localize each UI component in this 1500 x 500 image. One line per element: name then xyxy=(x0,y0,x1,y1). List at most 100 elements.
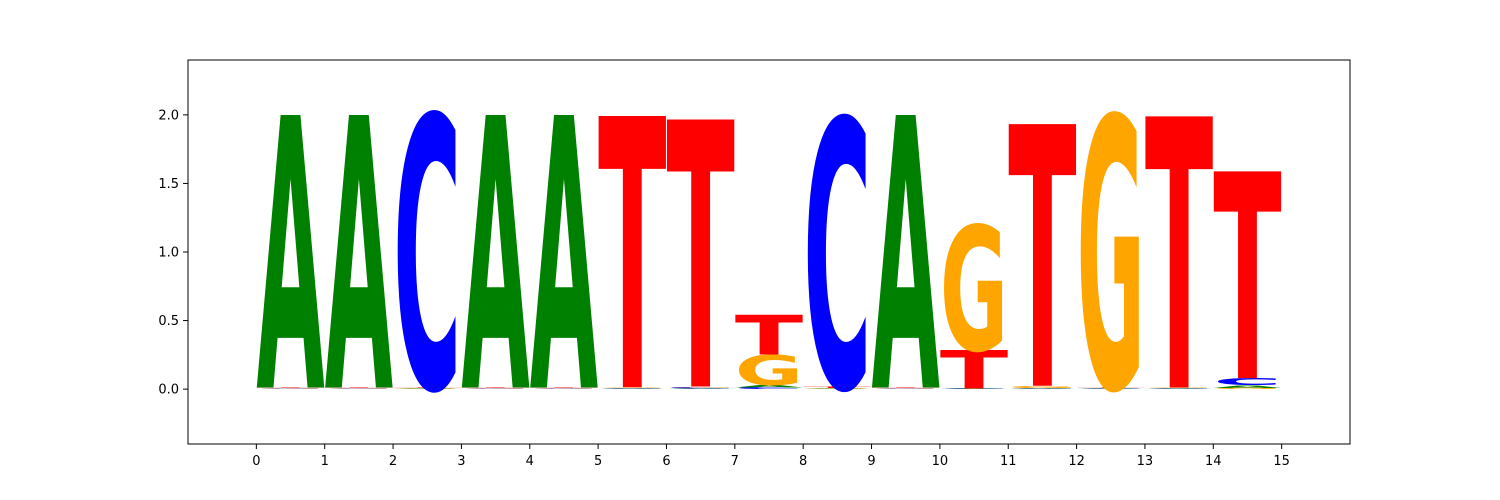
y-tick-label: 1.5 xyxy=(158,177,179,192)
x-tick-label: 13 xyxy=(1137,454,1154,469)
logo-letter-g: G xyxy=(598,387,666,388)
x-tick-label: 6 xyxy=(662,454,670,469)
logo-letter-a: A xyxy=(940,389,1009,390)
logo-letter-t: T xyxy=(325,387,393,388)
logo-letter-t: T xyxy=(393,387,461,388)
logo-letter-a: A xyxy=(256,42,325,477)
logo-letter-c: C xyxy=(325,388,393,389)
logo-letter-c: C xyxy=(666,387,734,389)
logo-letter-c: C xyxy=(1008,388,1076,389)
logo-letter-g: G xyxy=(872,388,940,389)
x-tick-label: 14 xyxy=(1205,454,1222,469)
logo-letter-c: C xyxy=(803,47,871,475)
logo-letter-g: G xyxy=(940,191,1008,391)
axes: 0 1 2 3 4 5 6 7 8 9 10 11 12 13 14 150.00.51.01.52.0 xyxy=(158,59,1351,469)
logo-letter-g: G xyxy=(530,388,598,389)
logo-letter-g: G xyxy=(803,388,871,389)
logo-letter-t: T xyxy=(1077,387,1145,388)
logo-letter-g: G xyxy=(1008,385,1076,388)
logo-letter-c: C xyxy=(1145,388,1213,389)
logo-letter-c: C xyxy=(256,388,324,389)
x-tick-label: 8 xyxy=(799,454,807,469)
logo-letter-g: G xyxy=(1145,387,1213,388)
y-tick-label: 1.0 xyxy=(158,246,179,261)
logo-letter-t: T xyxy=(872,387,940,388)
x-tick-label: 15 xyxy=(1273,454,1290,469)
logo-letter-t: T xyxy=(940,340,1009,401)
y-tick-label: 2.0 xyxy=(158,108,179,123)
logo-letter-g: G xyxy=(1077,42,1145,475)
x-tick-label: 9 xyxy=(867,454,875,469)
logo-letter-t: T xyxy=(1145,43,1214,476)
logo-letter-g: G xyxy=(666,386,734,387)
logo-letter-g: G xyxy=(735,347,803,395)
x-tick-label: 12 xyxy=(1068,454,1085,469)
logo-letter-a: A xyxy=(393,388,462,389)
logo-letter-t: T xyxy=(1008,53,1077,471)
x-tick-label: 7 xyxy=(731,454,739,469)
logo-letter-c: C xyxy=(940,388,1008,389)
logo-letter-a: A xyxy=(325,42,394,477)
logo-letter-c: C xyxy=(530,388,598,389)
logo-letter-g: G xyxy=(393,388,461,389)
logo-letter-c: C xyxy=(872,388,940,389)
logo-letter-t: T xyxy=(1213,117,1281,446)
logo-letter-t: T xyxy=(256,387,324,388)
logo-letter-a: A xyxy=(872,42,941,477)
logo-letter-g: G xyxy=(325,388,393,389)
x-tick-label: 3 xyxy=(457,454,465,469)
x-tick-label: 11 xyxy=(1000,454,1017,469)
logo-letter-a: A xyxy=(1145,388,1214,389)
logo-letter-g: G xyxy=(461,388,529,389)
logo-letter-a: A xyxy=(1008,388,1077,389)
logo-letter-a: A xyxy=(598,388,667,389)
x-tick-label: 1 xyxy=(321,454,329,469)
logo-letter-a: A xyxy=(1077,388,1146,389)
y-tick-label: 0.5 xyxy=(158,314,179,329)
x-tick-label: 10 xyxy=(932,454,949,469)
y-tick-label: 0.0 xyxy=(158,383,179,398)
logo-letter-g: G xyxy=(1213,387,1281,389)
logo-letter-t: T xyxy=(735,305,803,369)
logo-letter-t: T xyxy=(598,43,667,476)
x-tick-label: 2 xyxy=(389,454,397,469)
logo-letter-c: C xyxy=(1213,376,1281,387)
logo-letter-a: A xyxy=(666,388,735,389)
logo-letter-a: A xyxy=(461,42,530,477)
logo-letter-c: C xyxy=(598,388,666,389)
logo-letter-a: A xyxy=(530,42,599,477)
logo-letter-t: T xyxy=(461,387,529,388)
logo-letter-c: C xyxy=(393,42,461,477)
logo-letter-t: T xyxy=(803,387,871,389)
logo-letter-c: C xyxy=(461,388,529,389)
logo-letter-a: A xyxy=(1213,384,1282,388)
logo-letter-c: C xyxy=(735,387,803,390)
logo-letter-c: C xyxy=(1077,388,1145,389)
logo-letter-a: A xyxy=(803,388,872,389)
x-tick-label: 5 xyxy=(594,454,602,469)
logo-letter-g: G xyxy=(256,388,324,389)
logo-letter-t: T xyxy=(530,387,598,388)
x-tick-label: 4 xyxy=(526,454,534,469)
x-tick-label: 0 xyxy=(252,454,260,469)
logo-letter-a: A xyxy=(735,384,804,388)
logo-letter-t: T xyxy=(666,48,735,474)
